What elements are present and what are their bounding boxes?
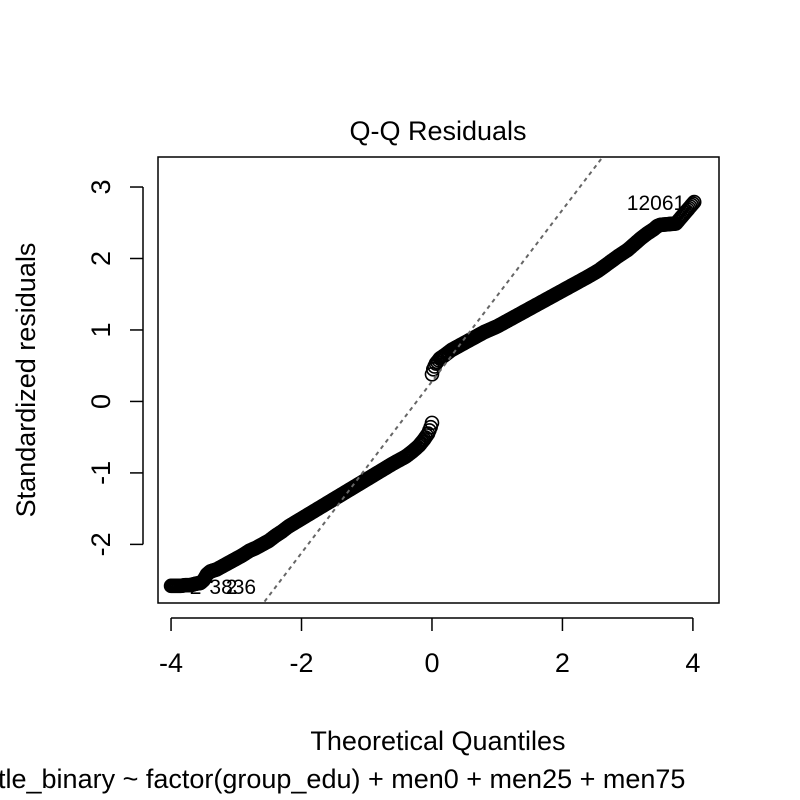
data-point xyxy=(686,194,702,210)
x-tick-label: 0 xyxy=(424,648,439,678)
x-tick-label: -2 xyxy=(290,648,314,678)
y-tick-label: -2 xyxy=(86,532,116,556)
x-tick-label: -4 xyxy=(159,648,183,678)
x-tick-label: 4 xyxy=(685,648,700,678)
x-axis: -4 -2 0 2 4 xyxy=(159,617,700,678)
y-tick-label: -1 xyxy=(86,461,116,485)
y-axis-label: Standardized residuals xyxy=(11,243,41,518)
point-label: 2 xyxy=(190,576,202,599)
model-formula-caption: tle_binary ~ factor(group_edu) + men0 + … xyxy=(0,764,685,794)
data-point xyxy=(684,197,699,213)
plot-frame xyxy=(157,156,720,604)
data-point xyxy=(682,199,698,214)
point-label: 2 xyxy=(226,576,238,599)
data-point xyxy=(424,415,440,431)
points-layer xyxy=(163,194,702,594)
x-tick-label: 2 xyxy=(555,648,570,678)
chart-title: Q-Q Residuals xyxy=(349,116,526,146)
x-axis-label: Theoretical Quantiles xyxy=(310,726,565,756)
data-point xyxy=(685,196,701,211)
y-tick-label: 1 xyxy=(86,322,116,337)
y-tick-label: 2 xyxy=(86,251,116,266)
y-tick-label: 3 xyxy=(86,180,116,195)
y-axis: -2 -1 0 1 2 3 xyxy=(86,180,144,556)
y-tick-label: 0 xyxy=(86,394,116,409)
point-label: 12061 xyxy=(627,192,685,215)
point-label: 3836 xyxy=(209,576,256,599)
